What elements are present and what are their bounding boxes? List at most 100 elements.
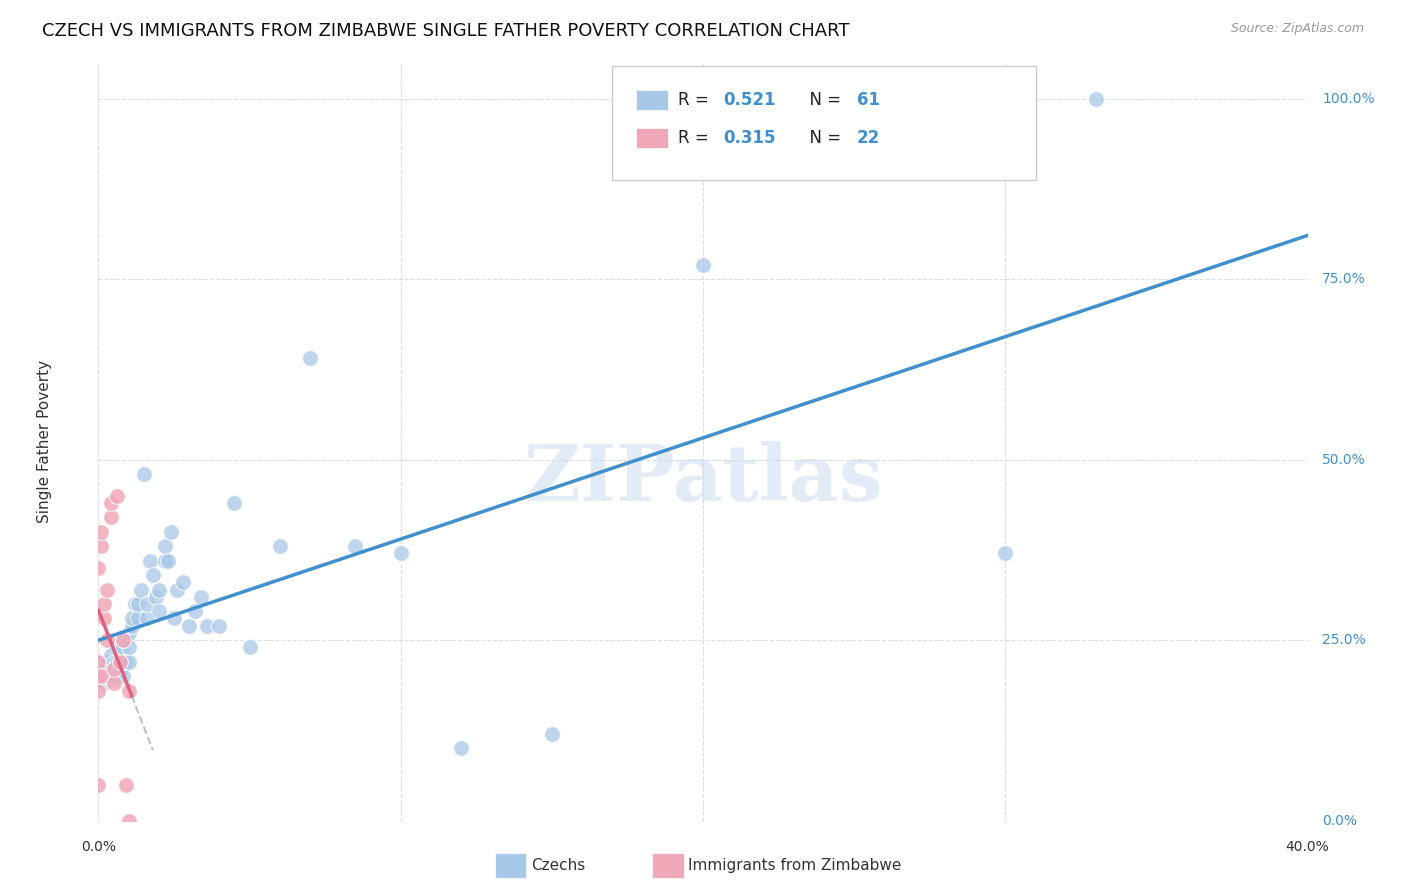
Point: [100, 648, 122, 662]
FancyBboxPatch shape: [652, 854, 683, 878]
Text: 0.315: 0.315: [724, 129, 776, 147]
Point: [224, 496, 246, 510]
Point: [389, 546, 412, 560]
Point: [148, 604, 170, 618]
Point: [121, 618, 143, 632]
Point: [90, 655, 112, 669]
Point: [208, 618, 231, 632]
Point: [108, 662, 131, 676]
Point: [1085, 91, 1108, 105]
Point: [179, 618, 201, 632]
Point: [111, 655, 134, 669]
Point: [96, 633, 118, 648]
Text: ZIPatlas: ZIPatlas: [523, 442, 883, 517]
Text: N =: N =: [799, 91, 846, 110]
Point: [103, 655, 125, 669]
Text: 25.0%: 25.0%: [1322, 633, 1365, 647]
Point: [139, 554, 162, 568]
Text: 0.521: 0.521: [724, 91, 776, 110]
Point: [87, 655, 110, 669]
Point: [269, 539, 291, 553]
Text: Source: ZipAtlas.com: Source: ZipAtlas.com: [1230, 22, 1364, 36]
Point: [540, 727, 562, 741]
Point: [114, 778, 136, 792]
Point: [142, 568, 165, 582]
Point: [105, 669, 128, 683]
FancyBboxPatch shape: [495, 854, 526, 878]
Point: [172, 575, 194, 590]
Point: [132, 467, 155, 481]
Point: [299, 351, 322, 366]
Text: CZECH VS IMMIGRANTS FROM ZIMBABWE SINGLE FATHER POVERTY CORRELATION CHART: CZECH VS IMMIGRANTS FROM ZIMBABWE SINGLE…: [42, 22, 849, 40]
Text: 0.0%: 0.0%: [82, 839, 115, 854]
Point: [118, 814, 141, 828]
Text: 22: 22: [856, 129, 880, 147]
Point: [111, 640, 134, 655]
Point: [344, 539, 367, 553]
Text: 50.0%: 50.0%: [1322, 452, 1365, 467]
Point: [96, 669, 118, 683]
Point: [156, 554, 179, 568]
Point: [118, 626, 141, 640]
Point: [692, 258, 714, 272]
Text: Czechs: Czechs: [531, 858, 585, 873]
Text: R =: R =: [678, 129, 714, 147]
FancyBboxPatch shape: [613, 66, 1035, 180]
Text: N =: N =: [799, 129, 846, 147]
Point: [114, 633, 136, 648]
Point: [135, 611, 157, 625]
Point: [111, 633, 134, 648]
Point: [90, 524, 112, 539]
Point: [105, 489, 128, 503]
Point: [135, 597, 157, 611]
Point: [90, 539, 112, 553]
Text: 75.0%: 75.0%: [1322, 272, 1365, 286]
Point: [103, 662, 125, 676]
Point: [145, 590, 167, 604]
Point: [103, 662, 125, 676]
Point: [148, 582, 170, 597]
Point: [118, 640, 141, 655]
Point: [127, 597, 149, 611]
Point: [450, 741, 472, 756]
Point: [96, 655, 118, 669]
Point: [108, 655, 131, 669]
Point: [93, 597, 115, 611]
Point: [166, 582, 188, 597]
Point: [90, 669, 112, 683]
Point: [93, 611, 115, 625]
Point: [108, 640, 131, 655]
Point: [160, 524, 183, 539]
Point: [96, 582, 118, 597]
Point: [190, 590, 212, 604]
Point: [93, 662, 115, 676]
Text: 0.0%: 0.0%: [1322, 814, 1357, 828]
Point: [121, 611, 143, 625]
Point: [111, 669, 134, 683]
FancyBboxPatch shape: [637, 90, 668, 111]
Point: [184, 604, 207, 618]
Text: Single Father Poverty: Single Father Poverty: [37, 360, 52, 523]
Point: [103, 676, 125, 690]
Point: [87, 683, 110, 698]
Point: [153, 539, 176, 553]
Point: [195, 618, 218, 632]
Point: [114, 655, 136, 669]
Point: [994, 546, 1017, 560]
Text: Immigrants from Zimbabwe: Immigrants from Zimbabwe: [689, 858, 901, 873]
Point: [87, 778, 110, 792]
Point: [90, 669, 112, 683]
Point: [118, 655, 141, 669]
Point: [124, 597, 146, 611]
Point: [108, 655, 131, 669]
Point: [103, 669, 125, 683]
Point: [127, 611, 149, 625]
Point: [105, 655, 128, 669]
Text: R =: R =: [678, 91, 714, 110]
Point: [118, 683, 141, 698]
Text: 40.0%: 40.0%: [1285, 839, 1330, 854]
FancyBboxPatch shape: [637, 128, 668, 148]
Point: [100, 496, 122, 510]
Point: [153, 554, 176, 568]
Point: [87, 561, 110, 575]
